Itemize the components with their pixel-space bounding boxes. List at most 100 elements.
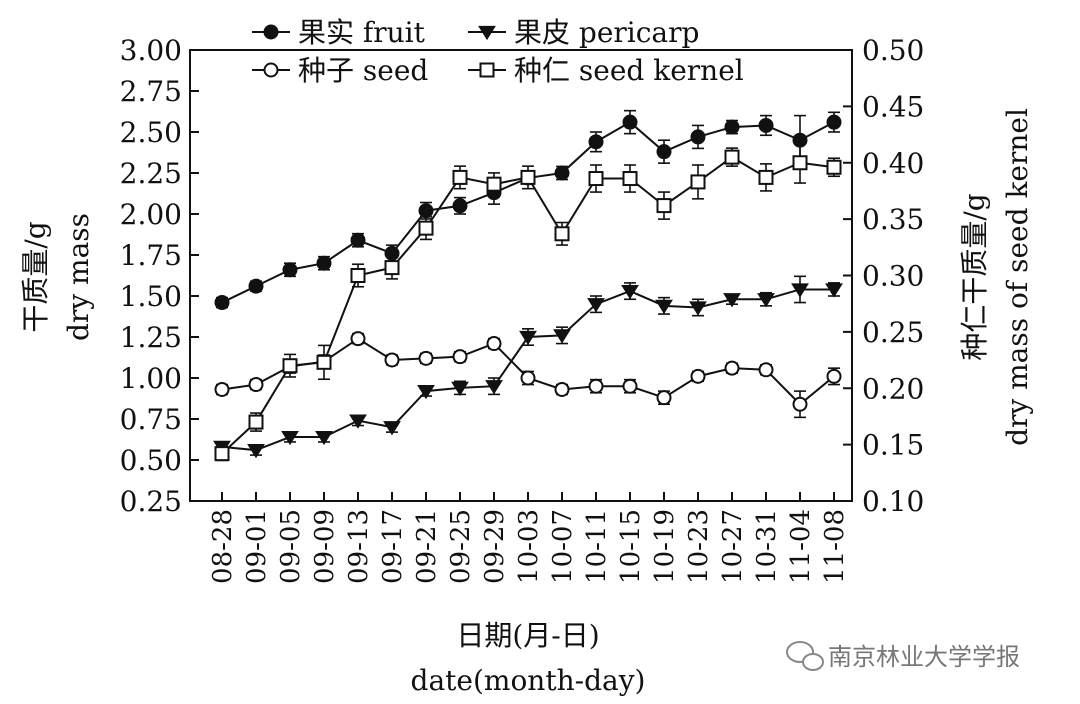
- x-tick-label: 10-15: [616, 509, 646, 584]
- series-line: [221, 288, 834, 452]
- data-point: [485, 380, 503, 395]
- data-point: [724, 360, 740, 376]
- y-left-tick-label: 0.75: [120, 403, 182, 436]
- data-point: [758, 362, 774, 378]
- wechat-icon: [786, 641, 824, 671]
- x-tick-label: 09-05: [276, 509, 306, 584]
- y-left-tick-label: 1.25: [120, 321, 182, 354]
- data-point: [792, 155, 808, 171]
- y-right-tick-label: 0.30: [862, 260, 924, 293]
- data-point: [452, 169, 468, 185]
- y-left-tick-label: 2.00: [120, 198, 182, 231]
- data-point: [656, 144, 672, 160]
- data-point: [554, 226, 570, 242]
- data-point: [724, 119, 740, 135]
- data-point: [452, 349, 468, 365]
- data-point: [791, 283, 809, 298]
- data-point: [486, 176, 502, 192]
- data-point: [316, 255, 332, 271]
- y-left-tick-label: 2.25: [120, 157, 182, 190]
- x-title-en: date(month-day): [411, 664, 646, 697]
- x-tick-label: 11-08: [820, 509, 850, 584]
- x-tick-label: 09-13: [344, 509, 374, 584]
- x-tick-label: 10-03: [514, 509, 544, 584]
- x-tick-label: 10-19: [650, 509, 680, 584]
- legend-entry: 种子 seed: [252, 54, 428, 87]
- axis-titles: 干质量/g dry mass 种仁干质量/g dry mass of seed ker…: [19, 108, 1034, 697]
- y-right-tick-label: 0.25: [862, 316, 924, 349]
- legend-label: 种子 seed: [298, 54, 428, 87]
- legend-marker: [263, 24, 279, 40]
- series-line: [221, 120, 835, 304]
- data-point: [248, 278, 264, 294]
- data-point: [724, 149, 740, 165]
- x-tick-label: 09-17: [378, 509, 408, 584]
- data-point: [792, 396, 808, 412]
- data-point: [247, 444, 265, 459]
- y-right-title-cn: 种仁干质量/g: [958, 193, 991, 360]
- data-point: [656, 198, 672, 214]
- data-point: [757, 293, 775, 308]
- data-point: [282, 358, 298, 374]
- data-point: [316, 354, 332, 370]
- data-point: [383, 421, 401, 436]
- y-right-title-en: dry mass of seed kernel: [1001, 108, 1034, 446]
- x-tick-label: 11-04: [786, 509, 816, 584]
- x-tick-label: 10-07: [548, 509, 578, 584]
- data-point: [520, 370, 536, 386]
- data-point: [248, 377, 264, 393]
- y-left-tick-label: 2.75: [120, 75, 182, 108]
- data-point: [758, 117, 774, 133]
- legend-entry: 果实 fruit: [252, 16, 426, 49]
- x-tick-label: 09-29: [480, 509, 510, 584]
- data-point: [690, 129, 706, 145]
- data-point: [451, 381, 469, 396]
- data-point: [519, 330, 537, 346]
- series-1: [213, 275, 843, 459]
- y-right-tick-label: 0.45: [862, 90, 924, 123]
- x-tick-label: 10-11: [582, 509, 612, 584]
- data-point: [758, 169, 774, 185]
- data-point: [723, 293, 741, 308]
- x-tick-label: 10-23: [684, 509, 714, 584]
- data-point: [486, 336, 502, 352]
- x-tick-label: 09-01: [242, 509, 272, 584]
- data-point: [282, 262, 298, 278]
- wechat-icon-bubble-large: [786, 641, 814, 663]
- legend-marker: [479, 62, 495, 78]
- data-point: [452, 198, 468, 214]
- data-point: [554, 381, 570, 397]
- data-point: [690, 368, 706, 384]
- y-left-tick-label: 1.00: [120, 362, 182, 395]
- y-left-title-en: dry mass: [62, 213, 95, 341]
- x-title-cn: 日期(月-日): [456, 619, 599, 652]
- data-point: [350, 232, 366, 248]
- data-point: [690, 174, 706, 190]
- y-left-tick-label: 0.50: [120, 444, 182, 477]
- legend-label: 果皮 pericarp: [514, 16, 699, 49]
- data-point: [214, 295, 230, 311]
- data-point: [689, 301, 707, 316]
- data-point: [588, 171, 604, 187]
- data-point: [554, 165, 570, 181]
- watermark: 南京林业大学学报: [786, 641, 1020, 671]
- data-point: [622, 114, 638, 130]
- data-point: [621, 284, 639, 300]
- series-0: [214, 109, 842, 311]
- data-point: [248, 414, 264, 430]
- x-tick-label: 08-28: [208, 509, 238, 584]
- data-point: [826, 114, 842, 130]
- data-point: [214, 381, 230, 397]
- data-point: [417, 385, 435, 400]
- data-point: [384, 260, 400, 276]
- y-left-tick-label: 1.50: [120, 280, 182, 313]
- y-right-tick-label: 0.10: [862, 485, 924, 518]
- data-point: [418, 220, 434, 236]
- y-left-tick-label: 1.75: [120, 239, 182, 272]
- axes: 0.25 0.50 0.75 1.00 1.25 1.50 1.75 2.00 2.25 2.50…: [120, 34, 925, 584]
- x-tick-label: 10-31: [752, 509, 782, 584]
- data-point: [588, 378, 604, 394]
- legend-label: 果实 fruit: [298, 16, 426, 49]
- y-right-tick-label: 0.15: [862, 429, 924, 462]
